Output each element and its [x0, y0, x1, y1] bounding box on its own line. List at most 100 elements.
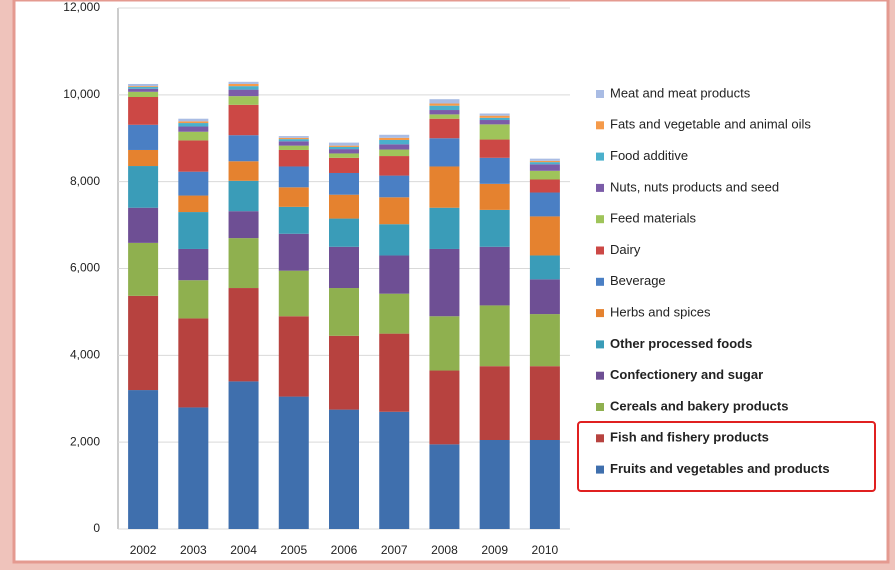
- bar-segment: [128, 97, 159, 125]
- legend-label: Dairy: [610, 242, 641, 257]
- bar-segment: [479, 183, 510, 210]
- x-tick-label: 2004: [230, 543, 257, 557]
- bar-segment: [228, 161, 259, 181]
- bar-segment: [529, 170, 560, 180]
- bar-segment: [278, 396, 309, 529]
- y-tick-label: 8,000: [70, 174, 100, 188]
- legend-swatch: [596, 277, 604, 286]
- legend-swatch: [596, 183, 604, 192]
- bar-segment: [429, 105, 460, 111]
- bar-segment: [228, 180, 259, 212]
- bar-segment: [329, 142, 359, 146]
- bar-segment: [178, 123, 209, 127]
- bar-segment: [329, 149, 359, 154]
- legend-label: Beverage: [610, 273, 666, 288]
- bar-segment: [379, 411, 410, 529]
- bar-segment: [379, 255, 410, 294]
- bar-segment: [278, 141, 309, 146]
- bar-segment: [128, 149, 159, 167]
- legend-swatch: [596, 309, 604, 318]
- bar-segment: [278, 149, 309, 167]
- bar-segment: [178, 131, 209, 141]
- legend-label: Fats and vegetable and animal oils: [610, 117, 811, 132]
- bar-segment: [379, 156, 410, 176]
- x-tick-label: 2008: [431, 543, 458, 557]
- bar-segment: [178, 195, 209, 213]
- bar-segment: [128, 242, 159, 296]
- bar-segment: [529, 216, 560, 256]
- highlight-box: [577, 421, 876, 492]
- bar-segment: [278, 233, 309, 271]
- bar-segment: [479, 139, 510, 158]
- legend-swatch: [596, 403, 604, 411]
- bar-segment: [529, 255, 560, 280]
- bar-segment: [228, 104, 259, 136]
- legend-swatch: [596, 152, 604, 161]
- bar-segment: [329, 246, 359, 289]
- bar-segment: [529, 314, 560, 367]
- bar-segment: [379, 149, 410, 157]
- bar-segment: [429, 110, 460, 115]
- bar-segment: [228, 135, 259, 162]
- bar-segment: [278, 270, 309, 317]
- bar-segment: [429, 166, 460, 208]
- bar-segment: [128, 390, 159, 529]
- bar-segment: [128, 87, 159, 89]
- bar-segment: [479, 120, 510, 125]
- bar-segment: [329, 218, 359, 247]
- bar-segment: [329, 172, 359, 195]
- bar-segment: [329, 409, 359, 529]
- legend-swatch: [596, 121, 604, 130]
- bar-segment: [228, 83, 259, 87]
- bar-segment: [128, 91, 159, 98]
- bar-segment: [429, 316, 460, 371]
- bar-segment: [429, 138, 460, 167]
- bar-segment: [479, 439, 510, 529]
- bar-segment: [228, 86, 259, 90]
- bar-segment: [228, 96, 259, 105]
- legend-swatch: [596, 215, 604, 224]
- bar-segment: [379, 333, 410, 412]
- y-tick-label: 2,000: [70, 434, 100, 448]
- bar-segment: [329, 157, 359, 173]
- bar-segment: [329, 145, 359, 147]
- legend-label: Cereals and bakery products: [610, 398, 788, 413]
- x-tick-label: 2003: [180, 543, 207, 557]
- bar-segment: [379, 144, 410, 150]
- bar-segment: [128, 124, 159, 150]
- legend-swatch: [596, 246, 604, 255]
- bar-segment: [128, 83, 159, 87]
- bar-segment: [379, 139, 410, 145]
- bar-segment: [178, 118, 209, 122]
- bar-segment: [128, 88, 159, 92]
- bar-segment: [379, 224, 410, 256]
- legend-swatch: [596, 434, 604, 443]
- bar-segment: [529, 192, 560, 217]
- bar-segment: [128, 295, 159, 391]
- bar-segment: [379, 134, 410, 138]
- bar-segment: [228, 381, 259, 529]
- bar-segment: [228, 211, 259, 239]
- bar-segment: [529, 439, 560, 529]
- legend-label: Fruits and vegetables and products: [610, 461, 830, 476]
- bar-segment: [228, 81, 259, 84]
- bar-segment: [228, 238, 259, 289]
- x-tick-label: 2005: [280, 543, 307, 557]
- bar-segment: [379, 293, 410, 334]
- bar-segment: [178, 140, 209, 172]
- bars: 2002 2003 2004 2005 2006 2007 2008 2009 2010: [128, 81, 560, 557]
- x-tick-label: 2010: [532, 543, 559, 557]
- bar-segment: [429, 370, 460, 445]
- bar-segment: [228, 288, 259, 382]
- bar-segment: [128, 86, 159, 88]
- bar-segment: [429, 114, 460, 119]
- bar-segment: [178, 280, 209, 319]
- bar-segment: [329, 153, 359, 158]
- bar-segment: [278, 187, 309, 207]
- bar-segment: [479, 124, 510, 140]
- legend-label: Feed materials: [610, 211, 696, 226]
- x-tick-label: 2006: [331, 543, 358, 557]
- bar-segment: [178, 121, 209, 124]
- bar-segment: [479, 113, 510, 116]
